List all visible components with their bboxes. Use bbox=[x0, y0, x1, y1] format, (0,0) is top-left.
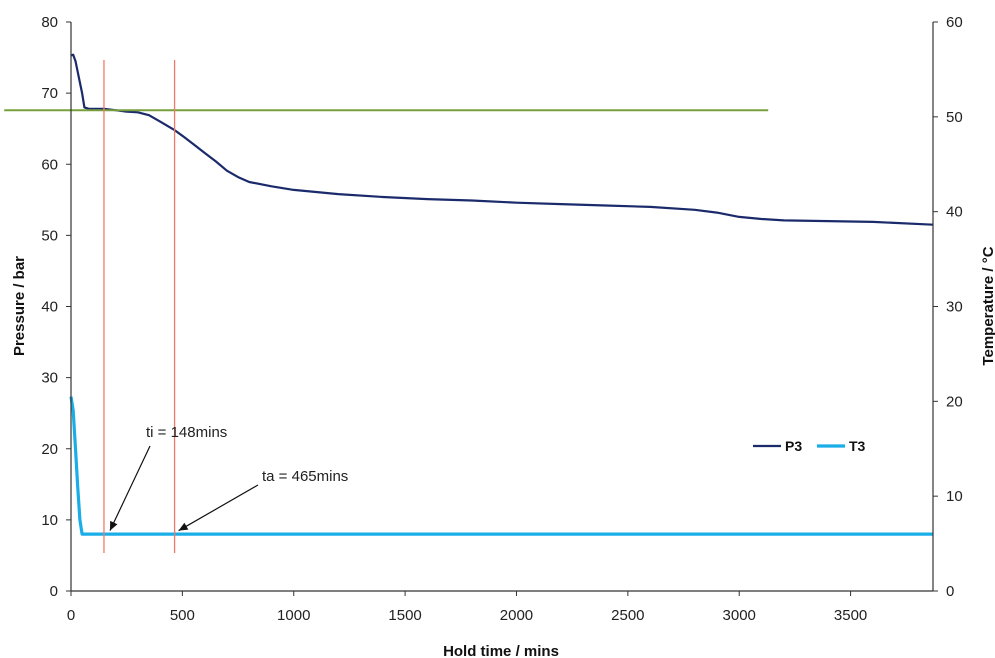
x-tick-label-3000: 3000 bbox=[723, 607, 756, 624]
x-tick-label-500: 500 bbox=[170, 607, 195, 624]
legend-label-p3: P3 bbox=[785, 438, 802, 454]
y-right-tick-label-10: 10 bbox=[946, 488, 963, 505]
y-left-tick-label-20: 20 bbox=[41, 441, 58, 458]
legend: P3 T3 bbox=[753, 438, 866, 454]
x-tick-label-2500: 2500 bbox=[611, 607, 644, 624]
y-axis-title-right: Temperature / °C bbox=[980, 246, 995, 365]
x-tick-label-1000: 1000 bbox=[277, 607, 310, 624]
y-right-tick-label-30: 30 bbox=[946, 299, 963, 316]
marker-layer bbox=[103, 60, 176, 553]
annotation-arrow-line-0 bbox=[109, 445, 151, 531]
y-right-tick-label-20: 20 bbox=[946, 393, 963, 410]
annotation-arrow-line-1 bbox=[178, 484, 259, 532]
y-left-tick-label-60: 60 bbox=[41, 156, 58, 173]
annotation-layer: ti = 148mins ta = 465mins bbox=[109, 424, 348, 532]
annotation-text-1: ta = 465mins bbox=[262, 468, 348, 485]
annotation-arrowhead-1 bbox=[178, 522, 189, 531]
ticks-layer: 0 500 1000 1500 2000 2500 3000 3500010203040506… bbox=[41, 14, 962, 624]
y-left-tick-label-50: 50 bbox=[41, 227, 58, 244]
annotation-text-0: ti = 148mins bbox=[146, 424, 227, 441]
legend-label-t3: T3 bbox=[849, 438, 866, 454]
axes-layer bbox=[70, 22, 934, 592]
x-axis-title: Hold time / mins bbox=[443, 643, 559, 658]
y-right-tick-label-40: 40 bbox=[946, 204, 963, 221]
series-line-p3 bbox=[70, 53, 934, 226]
y-axis-title-left: Pressure / bar bbox=[11, 256, 28, 356]
y-left-tick-label-10: 10 bbox=[41, 512, 58, 529]
x-tick-label-3500: 3500 bbox=[834, 607, 867, 624]
x-tick-label-0: 0 bbox=[67, 607, 75, 624]
x-tick-label-1500: 1500 bbox=[388, 607, 421, 624]
y-right-tick-label-60: 60 bbox=[946, 14, 963, 31]
y-left-tick-label-0: 0 bbox=[50, 583, 58, 600]
y-left-tick-label-30: 30 bbox=[41, 370, 58, 387]
y-right-tick-label-50: 50 bbox=[946, 109, 963, 126]
y-left-tick-label-40: 40 bbox=[41, 299, 58, 316]
y-right-tick-label-0: 0 bbox=[946, 583, 954, 600]
series-line-t3 bbox=[69, 396, 933, 536]
annotation-arrowhead-0 bbox=[109, 520, 118, 531]
series-layer bbox=[4, 53, 934, 536]
y-left-tick-label-70: 70 bbox=[41, 85, 58, 102]
y-left-tick-label-80: 80 bbox=[41, 14, 58, 31]
x-tick-label-2000: 2000 bbox=[500, 607, 533, 624]
